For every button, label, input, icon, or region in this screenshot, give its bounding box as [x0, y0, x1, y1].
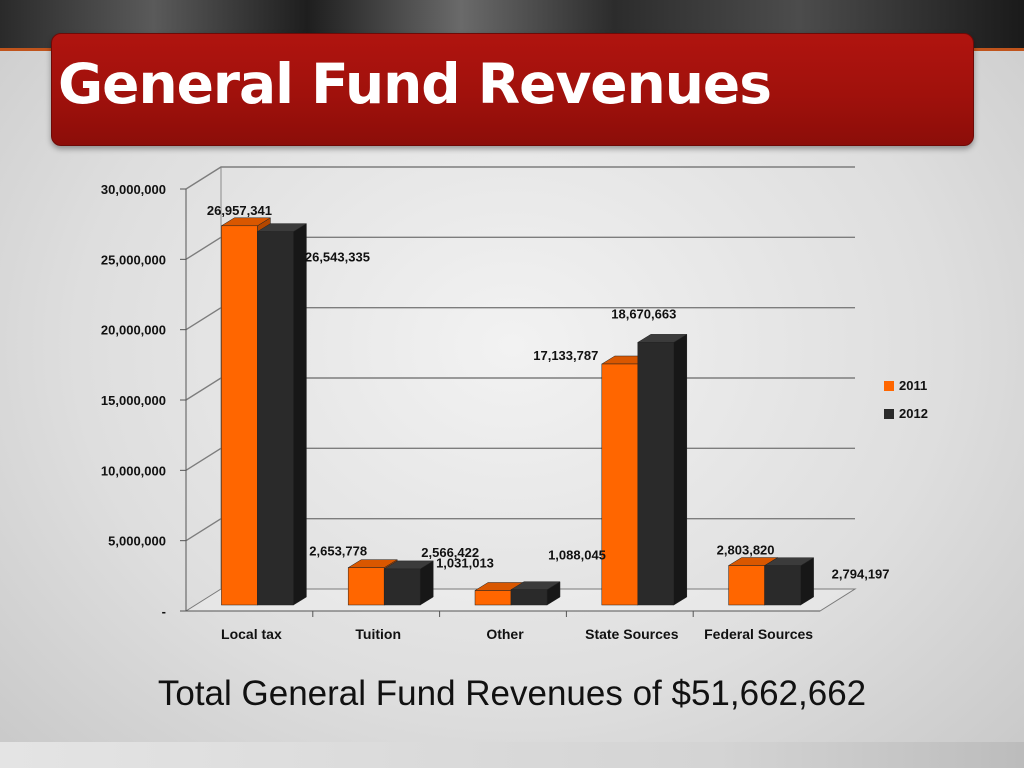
data-label: 18,670,663: [611, 306, 676, 321]
gridline: [185, 166, 855, 190]
slide-title: General Fund Revenues: [58, 52, 772, 116]
data-label: 2,803,820: [717, 543, 775, 558]
data-label: 2,794,197: [832, 567, 890, 582]
legend-label: 2011: [899, 378, 927, 393]
chart-bars: [220, 217, 815, 606]
legend-label: 2012: [899, 406, 928, 421]
x-category-label: Other: [486, 626, 524, 642]
revenue-bar-chart: - 5,000,000 10,000,000 15,000,000 20,000,000…: [101, 166, 928, 642]
bar-side: [800, 557, 814, 606]
title-banner: General Fund Revenues: [51, 33, 974, 146]
bar-front: [637, 342, 675, 606]
bar-front: [347, 567, 385, 606]
data-label: 2,653,778: [309, 544, 367, 559]
data-label: 26,543,335: [305, 250, 370, 265]
x-axis: Local tax Tuition Other State Sources Federa…: [186, 610, 820, 642]
legend-swatch: [884, 381, 894, 391]
total-revenue-caption: Total General Fund Revenues of $51,662,6…: [157, 674, 867, 713]
data-label: 17,133,787: [533, 348, 598, 363]
bar-front: [383, 568, 421, 606]
bar-2012: [383, 560, 435, 606]
gridline: [185, 306, 855, 331]
bar-2012: [636, 333, 688, 606]
bar-side: [293, 223, 307, 606]
bar-front: [764, 565, 801, 606]
y-tick-label: -: [162, 604, 166, 619]
y-tick-label: 5,000,000: [108, 534, 166, 549]
y-tick-label: 25,000,000: [101, 252, 166, 267]
bar-2012: [256, 223, 308, 606]
bar-front: [474, 590, 512, 606]
bar-front: [728, 565, 765, 606]
bar-front: [221, 225, 258, 606]
y-tick-label: 15,000,000: [101, 393, 166, 408]
x-category-label: State Sources: [585, 626, 679, 642]
y-tick-label: 20,000,000: [101, 323, 166, 338]
bar-2012: [763, 557, 815, 606]
bar-front: [601, 363, 639, 606]
bar-front: [257, 231, 294, 606]
y-tick-label: 30,000,000: [101, 182, 166, 197]
bar-2012: [510, 581, 561, 606]
gridline: [185, 236, 855, 260]
bar-front: [510, 589, 548, 606]
y-tick-label: 10,000,000: [101, 463, 166, 478]
legend-swatch: [884, 409, 894, 419]
footer-strip: [0, 742, 1024, 768]
data-label: 26,957,341: [207, 203, 272, 218]
y-axis: - 5,000,000 10,000,000 15,000,000 20,000,000…: [101, 182, 187, 619]
x-category-label: Federal Sources: [704, 626, 813, 642]
data-label: 1,031,013: [436, 555, 494, 570]
bar-side: [673, 333, 688, 606]
x-category-label: Tuition: [355, 626, 401, 642]
data-label: 2,566,422: [421, 545, 479, 560]
chart-legend: 2011 2012: [884, 378, 928, 421]
data-label: 1,088,045: [548, 548, 606, 563]
x-category-label: Local tax: [221, 626, 282, 642]
